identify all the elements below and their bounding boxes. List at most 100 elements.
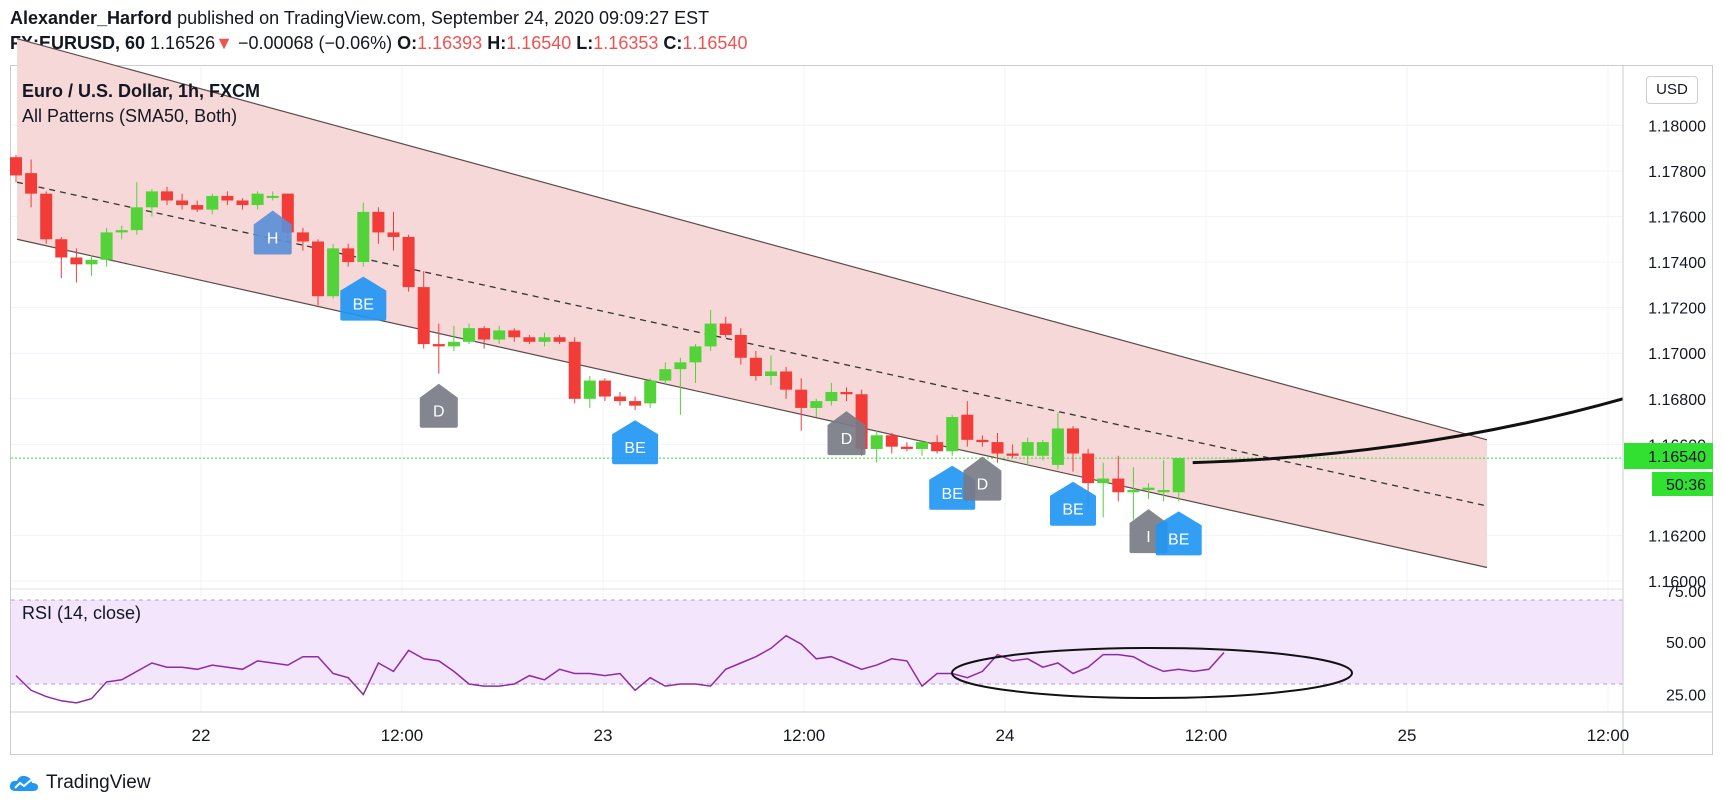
cloud-icon <box>9 775 38 791</box>
pattern-badge-shape <box>963 456 1002 501</box>
candle-body <box>145 191 158 208</box>
candle-body <box>689 346 702 363</box>
candle-body <box>251 193 264 206</box>
candle-body <box>870 435 883 449</box>
down-arrow-icon: ▼ <box>215 33 233 53</box>
candle-body <box>825 391 838 402</box>
candle-body <box>176 200 189 206</box>
rsi-legend: RSI (14, close) <box>22 603 141 623</box>
pattern-badge-shape <box>827 411 866 456</box>
candle-body <box>191 205 204 210</box>
candle-body <box>221 195 234 201</box>
time-tick-label: 12:00 <box>381 726 424 745</box>
candle-body <box>206 195 219 210</box>
candle-body <box>1036 442 1049 456</box>
channel-upper-line <box>16 38 1488 441</box>
author-name[interactable]: Alexander_Harford <box>10 8 173 28</box>
last-price-tag <box>1624 443 1713 469</box>
publish-line: Alexander_Harford published on TradingVi… <box>10 8 709 29</box>
pattern-badge-label: BE <box>353 297 374 314</box>
channel-fill <box>17 38 1487 568</box>
time-tick-label: 12:00 <box>1185 726 1228 745</box>
candle-body <box>1082 453 1095 484</box>
time-tick-label: 25 <box>1398 726 1417 745</box>
candle-body <box>115 230 128 233</box>
price-tick-label: 1.16800 <box>1648 392 1706 409</box>
candle-body <box>342 248 355 263</box>
pattern-badge-shape <box>612 420 659 465</box>
candle-body <box>1142 487 1155 490</box>
pattern-badge-be: BE <box>1050 481 1096 526</box>
high-value: 1.16540 <box>506 33 572 53</box>
pattern-badge-label: BE <box>624 440 645 457</box>
candle-body <box>387 232 400 237</box>
candle-body <box>100 232 113 260</box>
price-tick-label: 1.17800 <box>1648 164 1706 181</box>
time-tick-label: 23 <box>594 726 613 745</box>
pattern-badge-be: BE <box>1155 511 1202 556</box>
last-price-tag-label: 1.16540 <box>1648 449 1706 466</box>
candle-body <box>538 337 551 342</box>
candle-body <box>1112 478 1125 493</box>
candle-body <box>327 248 340 297</box>
low-value: 1.16353 <box>593 33 659 53</box>
chart-frame <box>10 65 1713 755</box>
channel-mid-line <box>16 181 1488 507</box>
pattern-badge-h: H <box>253 210 292 255</box>
pattern-badge-label: H <box>267 230 279 247</box>
time-tick-label: 12:00 <box>783 726 826 745</box>
open-label: O: <box>397 33 418 53</box>
time-axis: 22 12:00 23 12:00 24 12:00 25 12:00 <box>192 726 1630 745</box>
candle-body <box>25 173 38 194</box>
candle-body <box>674 362 687 370</box>
last-price: 1.16526 <box>150 33 216 53</box>
candle-body <box>644 380 657 404</box>
candle-body <box>55 239 68 258</box>
candle-body <box>1021 442 1034 456</box>
candle-body <box>478 328 491 340</box>
tradingview-logo[interactable]: TradingView <box>8 772 151 794</box>
pattern-badges: H BE D BE D BE D BE I BE <box>253 210 1202 556</box>
candle-body <box>402 236 415 288</box>
price-tick-label: 1.18000 <box>1648 118 1706 135</box>
candle-body <box>161 191 173 201</box>
footer-brand: TradingView <box>46 772 151 793</box>
candle-body <box>130 207 143 231</box>
candle-body <box>523 337 536 342</box>
channel-lower-line <box>16 238 1488 569</box>
pattern-badge-label: BE <box>942 486 963 503</box>
pattern-badge-label: I <box>1146 529 1150 546</box>
projection-curve <box>1192 397 1624 465</box>
indicator-legend: All Patterns (SMA50, Both) <box>22 106 237 126</box>
candle-body <box>961 414 974 440</box>
candle-body <box>568 341 581 399</box>
candle-body <box>614 396 626 402</box>
candle-body <box>659 369 672 381</box>
pattern-badge-label: D <box>841 431 853 448</box>
candle-body <box>10 157 22 176</box>
rsi-axis: 75.00 50.00 25.00 <box>1666 584 1706 705</box>
time-tick-label: 24 <box>996 726 1015 745</box>
chart-title: Euro / U.S. Dollar, 1h, FXCM <box>22 81 260 101</box>
candle-body <box>1097 478 1110 484</box>
published-text: published on TradingView.com, September … <box>177 8 710 28</box>
candle-body <box>916 442 928 449</box>
candle-body <box>629 401 642 406</box>
pattern-badge-shape <box>419 383 458 428</box>
candle-body <box>1127 489 1140 493</box>
price-tick-label: 1.17000 <box>1648 346 1706 363</box>
pattern-badge-shape <box>340 276 387 321</box>
currency-button[interactable]: USD <box>1646 76 1698 104</box>
candle-body <box>885 435 898 447</box>
candle-body <box>266 195 279 198</box>
pattern-badge-label: D <box>433 404 445 421</box>
candle-body <box>70 257 83 265</box>
pattern-badge-d: D <box>419 383 458 428</box>
rsi-tick-label: 25.00 <box>1666 688 1706 705</box>
countdown-label: 50:36 <box>1666 477 1706 494</box>
candle-body <box>417 287 430 345</box>
close-label: C: <box>663 33 683 53</box>
price-axis: 1.18000 1.17800 1.17600 1.17400 1.17200 1.170… <box>1648 118 1706 591</box>
candle-body <box>1157 489 1170 493</box>
